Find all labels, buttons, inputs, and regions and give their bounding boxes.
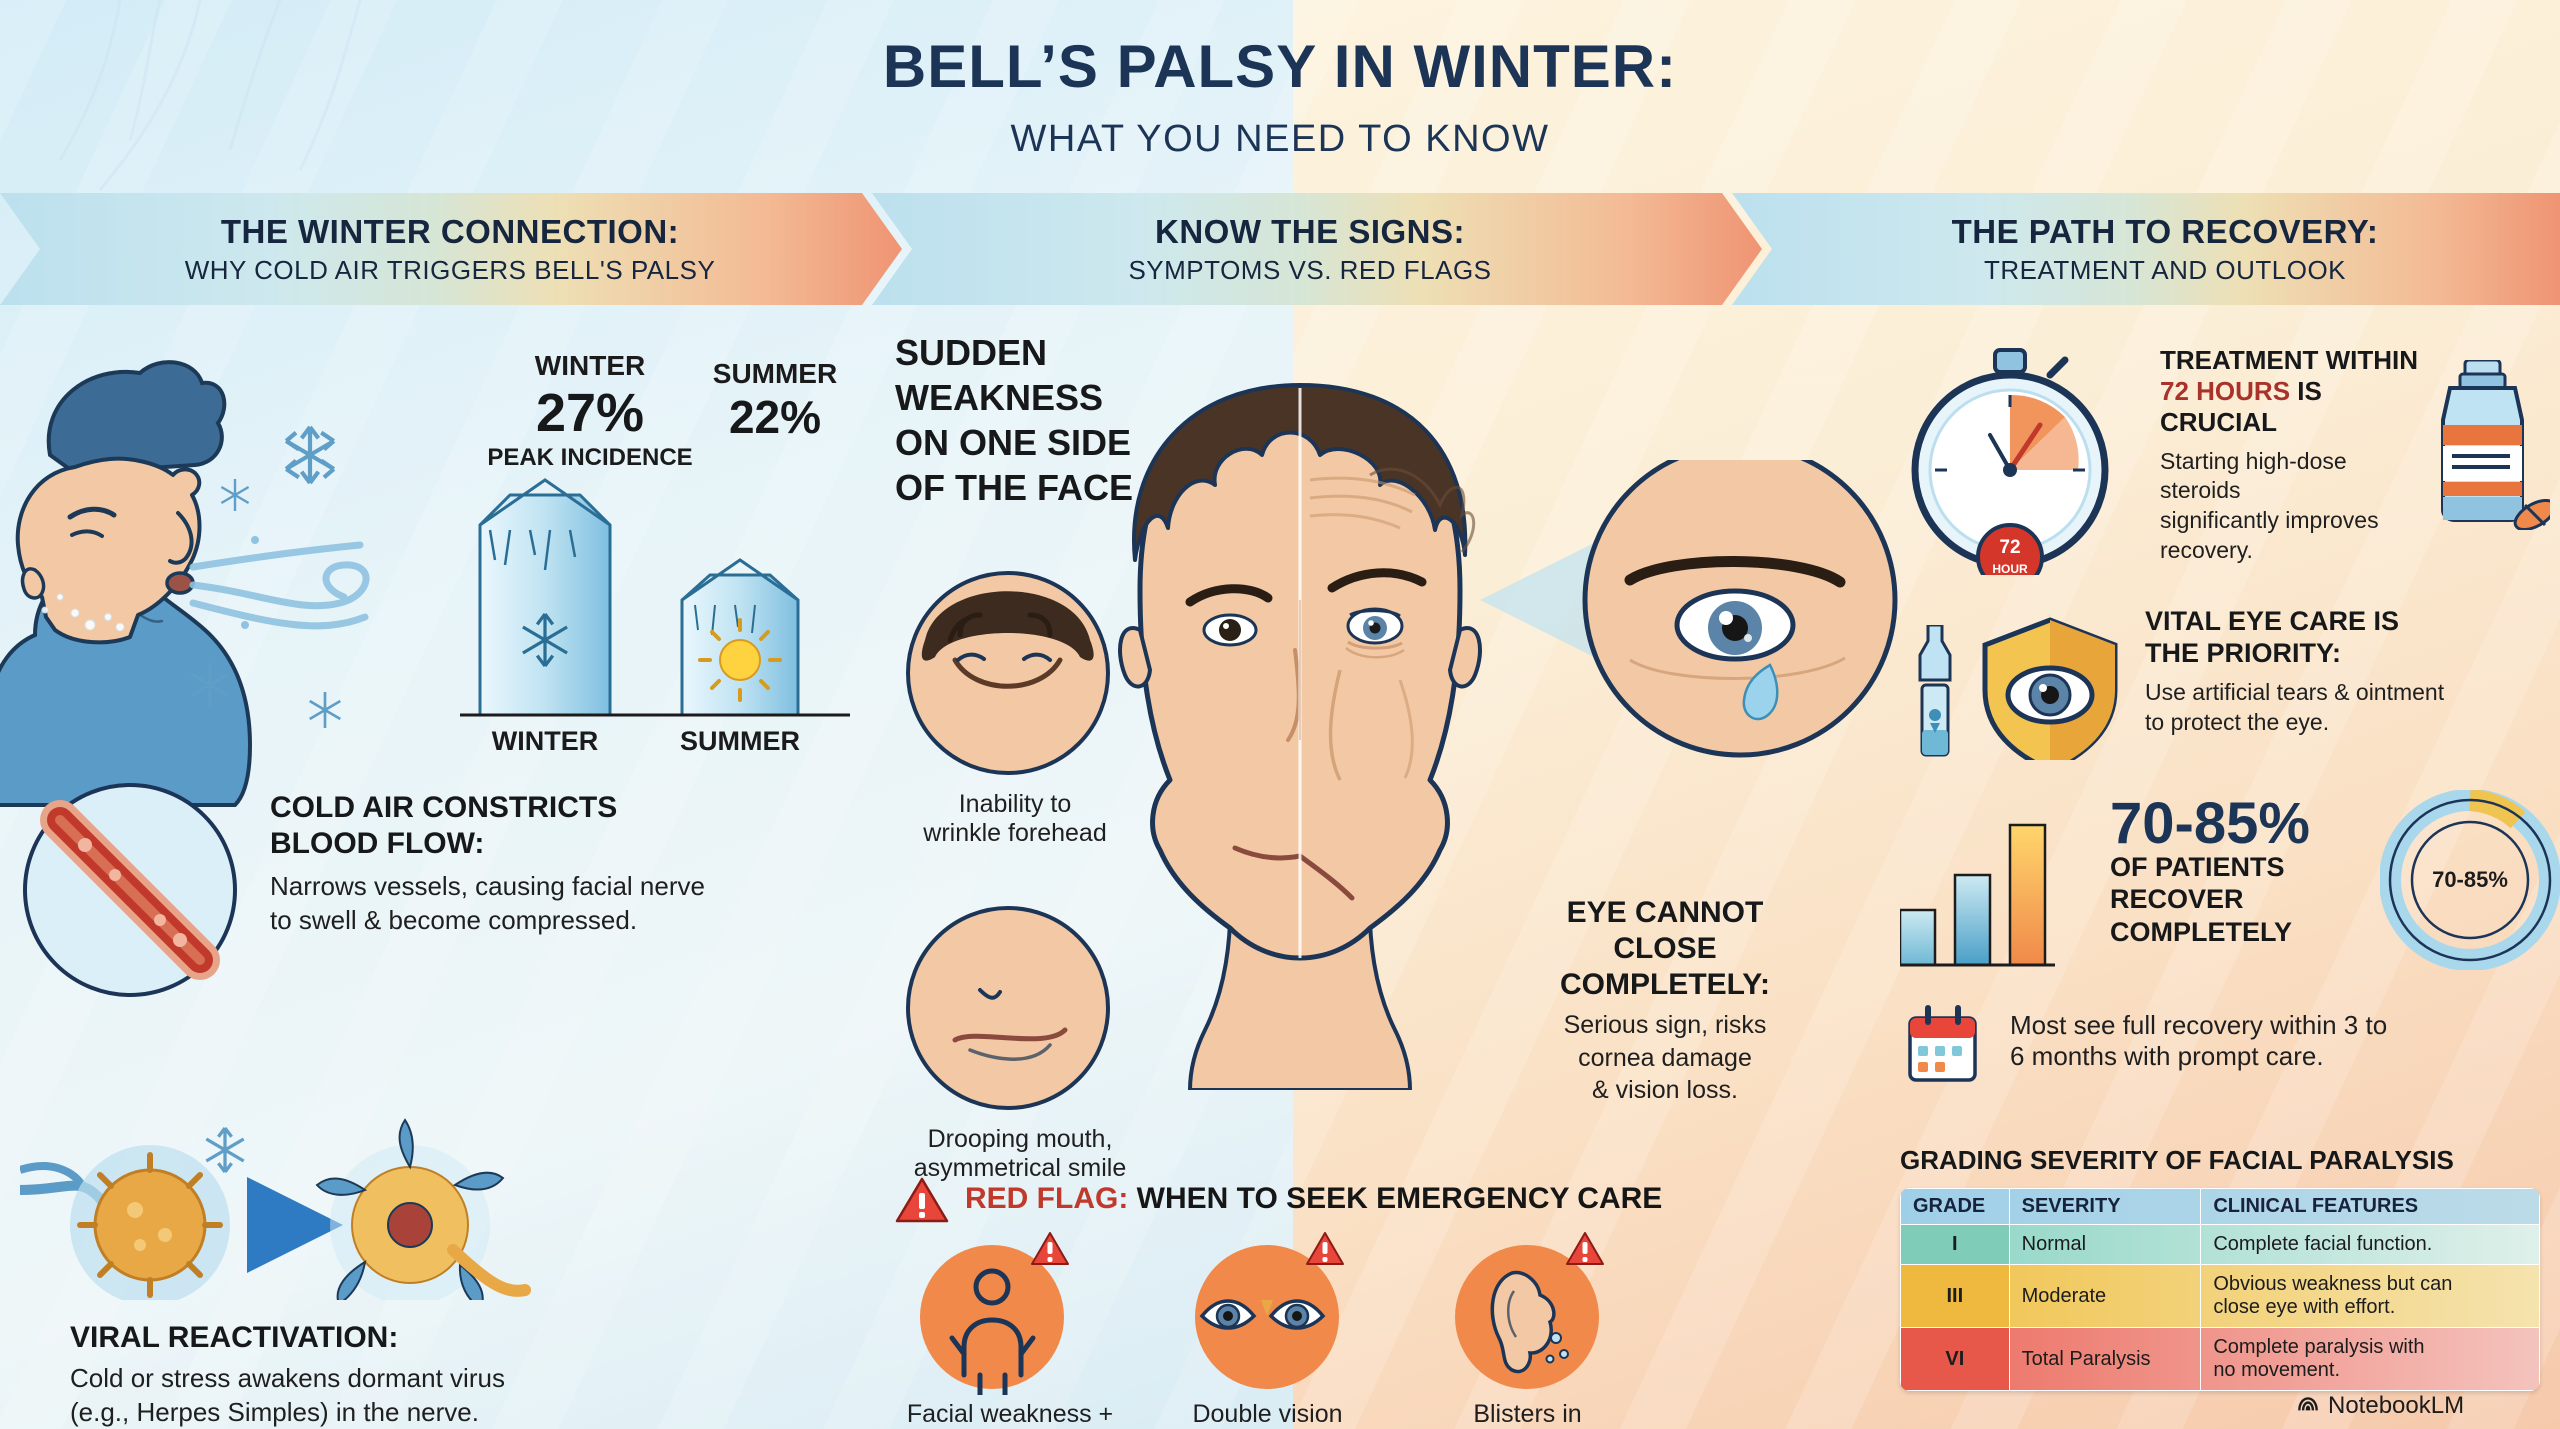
svg-text:WINTER: WINTER: [492, 726, 598, 756]
svg-text:72: 72: [1999, 537, 2020, 558]
svg-text:70-85%: 70-85%: [2432, 867, 2508, 892]
svg-text:HOUR: HOUR: [1992, 562, 2028, 575]
svg-text:SUMMER: SUMMER: [680, 726, 800, 756]
